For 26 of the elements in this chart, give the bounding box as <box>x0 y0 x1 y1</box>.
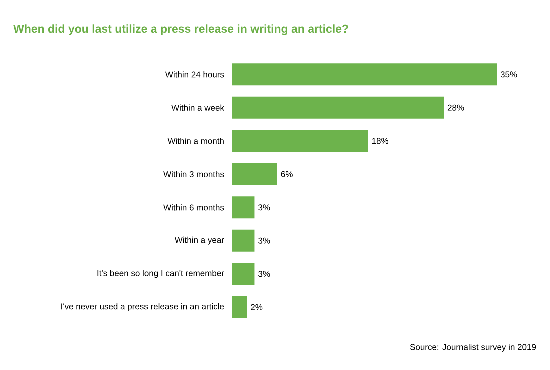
data-label: 3% <box>258 271 270 278</box>
data-label: 6% <box>281 171 293 178</box>
bar <box>232 64 498 86</box>
bar <box>232 296 248 318</box>
y-tick-label: Within 24 hours <box>165 72 224 78</box>
y-tick-label: Within 6 months <box>164 204 224 211</box>
bar <box>232 230 255 252</box>
data-label: 2% <box>251 304 263 310</box>
bar <box>232 130 368 152</box>
data-label: 18% <box>372 138 389 144</box>
data-label: 35% <box>500 72 518 78</box>
bar <box>232 196 255 219</box>
bar <box>232 163 278 186</box>
data-label: 28% <box>448 104 464 111</box>
y-tick-label: Within 3 months <box>164 171 224 178</box>
y-tick-label: Within a year <box>174 236 224 245</box>
y-tick-label: I've never used a press release in an article <box>62 303 224 312</box>
y-tick-label: Within a week <box>172 104 224 111</box>
data-label: 3% <box>258 204 270 211</box>
bar <box>232 96 444 119</box>
source-note: Source: Journalist survey in 2019 <box>410 344 536 352</box>
y-tick-label: It's been so long I can't remember <box>98 270 224 278</box>
y-tick-label: Within a month <box>168 138 224 144</box>
bar <box>232 263 255 286</box>
chart-title: When did you last utilize a press release in writing an article? <box>14 24 348 36</box>
data-label: 3% <box>258 238 270 244</box>
